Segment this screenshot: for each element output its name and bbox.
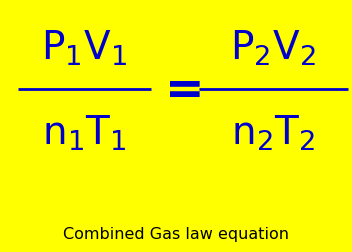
Text: $\mathsf{n_1T_1}$: $\mathsf{n_1T_1}$ [42,114,127,153]
Text: $\mathsf{P_2V_2}$: $\mathsf{P_2V_2}$ [230,29,316,68]
Text: $\mathbf{=}$: $\mathbf{=}$ [155,67,201,112]
Text: $\mathsf{n_2T_2}$: $\mathsf{n_2T_2}$ [231,114,315,153]
Text: Combined Gas law equation: Combined Gas law equation [63,227,289,242]
Text: $\mathsf{P_1V_1}$: $\mathsf{P_1V_1}$ [42,29,127,68]
